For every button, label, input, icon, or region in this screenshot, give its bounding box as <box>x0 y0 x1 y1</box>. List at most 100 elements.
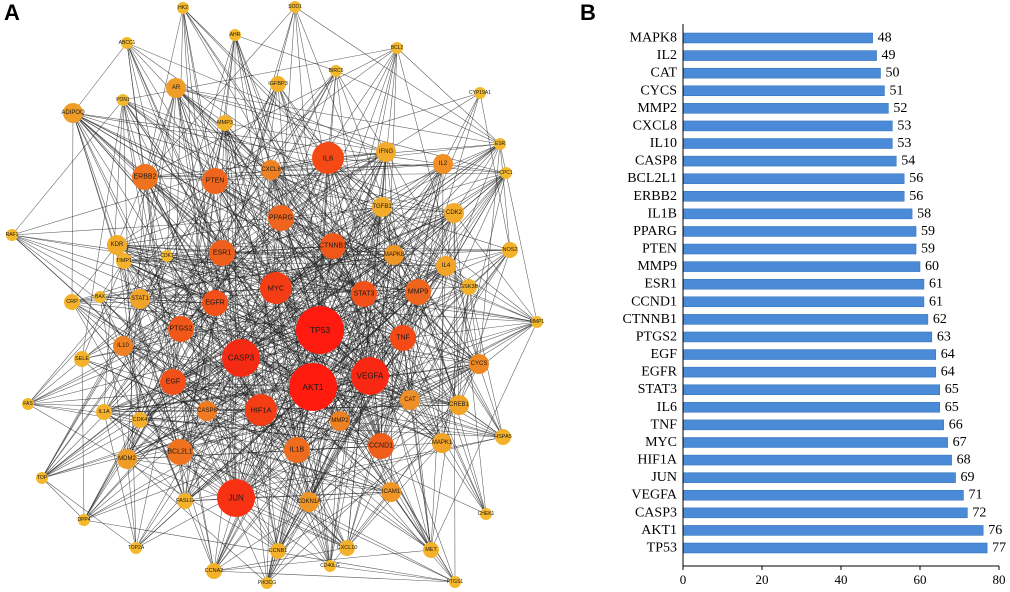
bar-il2 <box>682 50 877 61</box>
node-label: EGF <box>166 379 180 386</box>
network-edge <box>224 34 236 124</box>
network-edge <box>126 458 137 549</box>
network-edge <box>27 254 395 405</box>
network-edge <box>122 99 432 551</box>
network-edge <box>122 99 272 171</box>
value-label: 52 <box>893 101 907 116</box>
network-edge <box>277 83 365 295</box>
node-label: ICAM1 <box>382 489 401 495</box>
node-label: NOS2 <box>503 247 518 253</box>
network-node-bcl2: BCL2 <box>391 42 404 54</box>
node-circle <box>74 351 90 367</box>
network-edge <box>99 296 208 412</box>
network-node-mmp1: MMP1 <box>530 316 544 328</box>
network-node-gsk3b: GSK3B <box>460 279 479 295</box>
network-edge <box>71 112 74 303</box>
value-label: 49 <box>882 48 896 63</box>
network-node-cyp19a1: CYP19A1 <box>469 87 491 99</box>
node-label: JUN <box>228 494 244 503</box>
network-edge <box>385 151 432 551</box>
node-circle <box>116 253 132 269</box>
node-label: ESR <box>495 141 506 147</box>
node-label: CYP19A1 <box>469 90 491 96</box>
node-label: MDM2 <box>118 456 136 462</box>
node-label: BCL2 <box>391 45 404 51</box>
node-label: BCL2L1 <box>167 449 192 456</box>
network-edge <box>182 7 208 412</box>
network-edge <box>381 172 507 208</box>
network-edge <box>166 34 236 257</box>
node-circle <box>64 294 80 310</box>
network-edge <box>393 254 470 288</box>
node-circle <box>113 336 133 356</box>
bar-egfr <box>682 366 937 378</box>
node-label: PPARG <box>269 215 293 222</box>
network-node-adipoq: ADIPOQ <box>61 103 85 123</box>
network-edge <box>346 491 392 549</box>
value-label: 59 <box>921 242 935 257</box>
network-edge <box>499 143 511 251</box>
node-circle <box>202 290 228 316</box>
node-circle <box>270 543 286 559</box>
network-edge <box>144 87 177 178</box>
network-edge <box>390 363 480 493</box>
category-label: CCND1 <box>631 294 677 309</box>
value-label: 76 <box>988 523 1002 538</box>
node-label: TOP2A <box>128 545 145 551</box>
network-edge <box>103 217 282 413</box>
node-circle <box>480 508 492 520</box>
network-edge <box>123 212 455 262</box>
network-edge <box>27 180 216 405</box>
node-circle <box>400 390 420 410</box>
network-edge <box>240 83 279 359</box>
network-edge <box>72 112 181 453</box>
network-edge <box>240 321 538 359</box>
network-edge <box>41 254 395 479</box>
node-label: AHR <box>230 32 241 38</box>
category-label: MMP2 <box>637 101 677 116</box>
node-circle <box>121 37 133 49</box>
network-edge <box>144 7 184 178</box>
network-edge <box>270 169 383 208</box>
node-label: FASLG <box>176 498 194 504</box>
network-edge <box>71 244 118 303</box>
category-label: VEGFA <box>631 488 678 503</box>
network-edge <box>213 547 348 572</box>
network-node-ccnd1: CCND1 <box>368 433 394 459</box>
network-edge <box>103 411 186 502</box>
network-edge <box>103 411 331 567</box>
network-node-erbb2: ERBB2 <box>132 164 158 190</box>
network-edge <box>277 254 395 552</box>
node-circle <box>217 115 233 131</box>
network-edge <box>81 260 125 360</box>
network-edge <box>182 7 329 159</box>
node-circle <box>166 78 186 98</box>
category-label: CASP3 <box>635 505 677 520</box>
value-label: 66 <box>949 417 963 432</box>
network-node-stat3: STAT3 <box>351 281 377 307</box>
network-edge <box>332 151 387 247</box>
network-edge <box>41 70 337 479</box>
network-edge <box>27 70 337 405</box>
node-label: TIMP1 <box>116 258 132 264</box>
node-label: VEGFA <box>357 372 384 381</box>
node-circle <box>96 404 112 420</box>
network-edge <box>266 249 511 584</box>
network-node-il2: IL2 <box>433 154 453 174</box>
network-edge <box>235 497 348 549</box>
node-label: PTGS2 <box>170 326 193 333</box>
network-edge <box>103 337 404 413</box>
degree-bar-chart: MAPK8 48 IL2 49 CAT 50 CYCS 51 MMP2 52 CXCL8 53 IL10… <box>623 24 1006 587</box>
network-edge <box>175 87 216 304</box>
bar-ctnnb1 <box>682 314 929 325</box>
network-node-ptgs2: PTGS2 <box>168 316 194 342</box>
network-node-casp8: CASP8 <box>197 401 217 421</box>
network-node-hspa5: HSPA5 <box>494 429 512 445</box>
network-node-ccna2: CCNA2 <box>205 563 223 579</box>
network-edge <box>453 212 538 323</box>
node-label: HK2 <box>178 5 188 11</box>
network-edge <box>180 122 226 330</box>
node-circle <box>6 229 18 241</box>
network-node-vegfa: VEGFA <box>351 357 389 395</box>
network-edge <box>430 265 447 551</box>
